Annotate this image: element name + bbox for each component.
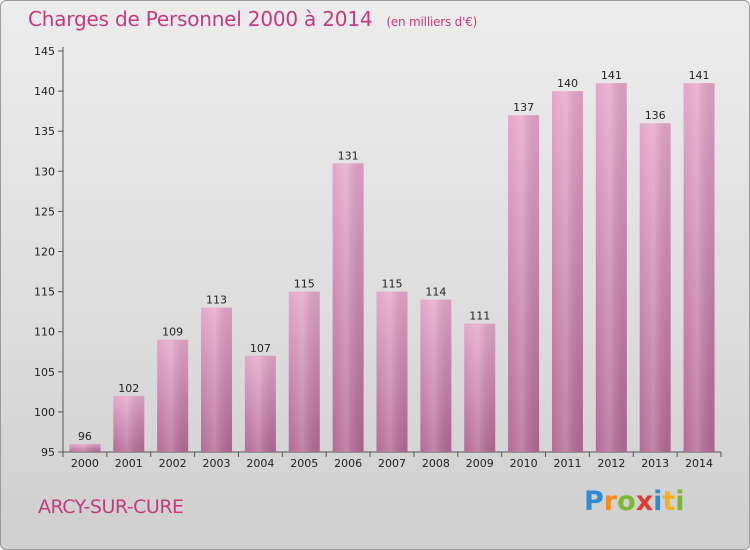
data-labels: 96 102 109 113 107 115 131 115 114 111 137 140 141 13… xyxy=(78,69,710,443)
bar-shine xyxy=(464,323,496,452)
x-tick-label: 2009 xyxy=(466,457,494,470)
axes: 95 100 105 110 115 120 125 130 135 140 145 2000 2001… xyxy=(34,45,722,470)
bar-shine xyxy=(157,339,189,452)
x-tick-label: 2004 xyxy=(246,457,274,470)
bar-shine xyxy=(683,83,715,452)
bar-shine xyxy=(332,163,364,452)
x-tick-label: 2011 xyxy=(553,457,581,470)
logo-letter: P xyxy=(584,486,604,517)
x-tick-label: 2006 xyxy=(334,457,362,470)
data-label: 131 xyxy=(338,149,359,162)
data-label: 141 xyxy=(601,69,622,82)
data-label: 137 xyxy=(513,101,534,114)
bar-shine xyxy=(69,443,101,452)
logo-letter: r xyxy=(603,486,618,517)
chart-title: Charges de Personnel 2000 à 2014 (en mill… xyxy=(28,7,477,31)
bar-shine xyxy=(201,307,233,452)
logo-letter: o xyxy=(617,486,636,517)
logo-letter: t xyxy=(662,486,676,517)
y-tick-label: 105 xyxy=(34,366,55,379)
data-label: 109 xyxy=(162,326,183,339)
data-label: 102 xyxy=(118,382,139,395)
y-tick-label: 110 xyxy=(34,326,55,339)
x-tick-label: 2001 xyxy=(115,457,143,470)
bars xyxy=(69,83,715,453)
commune-name: ARCY-SUR-CURE xyxy=(38,496,184,518)
x-tick-label: 2008 xyxy=(422,457,450,470)
x-tick-label: 2003 xyxy=(203,457,231,470)
data-label: 107 xyxy=(250,342,271,355)
x-tick-label: 2002 xyxy=(159,457,187,470)
bar-shine xyxy=(595,83,627,452)
bar-shine xyxy=(376,291,408,452)
x-tick-label: 2012 xyxy=(597,457,625,470)
x-tick-label: 2010 xyxy=(510,457,538,470)
proxiti-logo: Proxiti xyxy=(584,486,685,517)
data-label: 96 xyxy=(78,430,92,443)
bar-shine xyxy=(113,395,145,452)
data-label: 115 xyxy=(382,278,403,291)
data-label: 115 xyxy=(294,278,315,291)
y-tick-label: 145 xyxy=(34,45,55,58)
data-label: 141 xyxy=(689,69,710,82)
bar-shine xyxy=(551,91,583,452)
logo-letter: i xyxy=(675,486,685,517)
logo-letter: x xyxy=(635,486,654,517)
bar-shine xyxy=(639,123,671,453)
data-label: 113 xyxy=(206,294,227,307)
data-label: 111 xyxy=(469,310,490,323)
data-label: 136 xyxy=(645,109,666,122)
bar-shine xyxy=(288,291,320,452)
bar-shine xyxy=(508,115,540,452)
y-tick-label: 100 xyxy=(34,406,55,419)
data-label: 114 xyxy=(425,286,446,299)
y-tick-label: 115 xyxy=(34,286,55,299)
chart-subtitle: (en milliers d'€) xyxy=(386,15,478,29)
bar-shine xyxy=(420,299,452,452)
chart-title-text: Charges de Personnel 2000 à 2014 xyxy=(28,7,373,31)
x-tick-label: 2005 xyxy=(290,457,318,470)
logo-letter: i xyxy=(653,486,663,517)
data-label: 140 xyxy=(557,77,578,90)
x-tick-label: 2014 xyxy=(685,457,713,470)
bar-shine xyxy=(244,355,276,452)
y-tick-label: 140 xyxy=(34,85,55,98)
x-tick-label: 2007 xyxy=(378,457,406,470)
y-tick-label: 95 xyxy=(41,446,55,459)
x-tick-label: 2000 xyxy=(71,457,99,470)
y-tick-label: 120 xyxy=(34,246,55,259)
y-tick-label: 130 xyxy=(34,165,55,178)
y-tick-label: 135 xyxy=(34,125,55,138)
y-tick-label: 125 xyxy=(34,205,55,218)
x-tick-label: 2013 xyxy=(641,457,669,470)
